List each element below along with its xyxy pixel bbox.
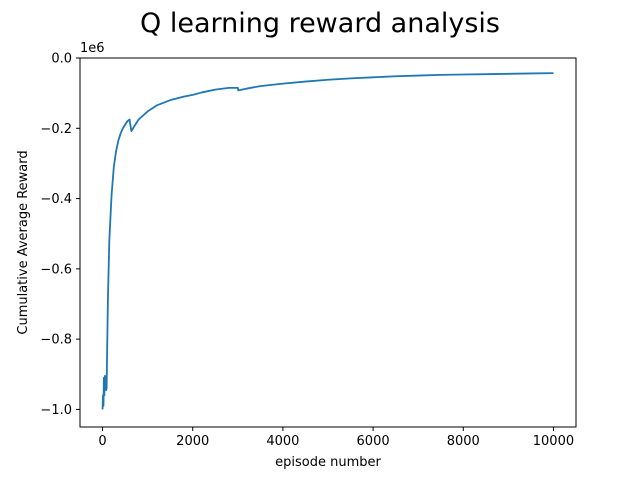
y-tick-label: 0.0	[51, 52, 72, 67]
plot-frame	[79, 57, 577, 428]
x-tick-label: 8000	[447, 434, 480, 449]
y-axis-label: Cumulative Average Reward	[16, 150, 31, 334]
y-tick-label: −0.8	[40, 333, 72, 348]
y-tick-label: −0.4	[40, 192, 72, 207]
y-tick-label: −1.0	[40, 403, 72, 418]
x-axis-label: episode number	[275, 455, 381, 470]
x-tick-label: 10000	[533, 434, 574, 449]
series-layer	[101, 72, 554, 410]
series-line-0	[101, 72, 554, 410]
y-tick-label: −0.6	[40, 262, 72, 277]
x-tick-label: 2000	[176, 434, 209, 449]
chart-title: Q learning reward analysis	[140, 8, 500, 39]
y-axis-ticks: 0.0 −0.2 −0.4 −0.6 −0.8 −1.0	[40, 52, 80, 418]
x-tick-label: 4000	[266, 434, 299, 449]
x-tick-label: 6000	[357, 434, 390, 449]
y-offset-label: 1e6	[80, 41, 105, 56]
x-axis-ticks: 0 2000 4000 6000 8000 10000	[98, 427, 574, 449]
y-tick-label: −0.2	[40, 122, 72, 137]
x-tick-label: 0	[98, 434, 106, 449]
